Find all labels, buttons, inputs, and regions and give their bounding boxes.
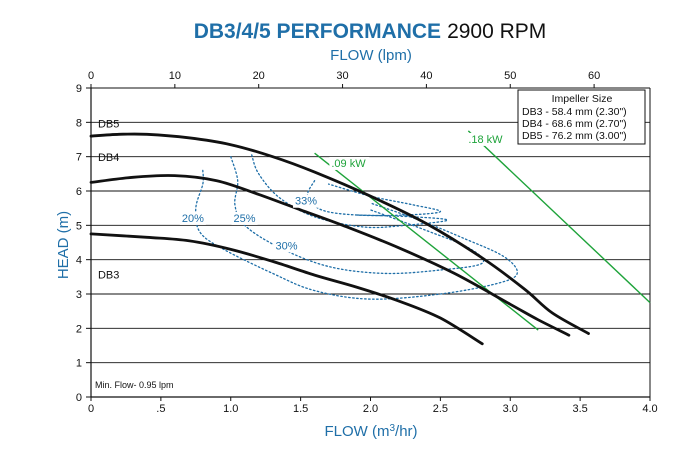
- efficiency-label-bg-20pct: [179, 211, 206, 225]
- tick-label-top-10: 10: [169, 70, 181, 82]
- tick-label-top-60: 60: [588, 70, 600, 82]
- pump-curve-label-db3: DB3: [98, 270, 119, 282]
- bottom-axis-title: FLOW (m3/hr): [324, 423, 417, 440]
- label-layer: 20% 25% 30% 33% .09 kW .18 kW DB5 DB4 DB3: [98, 118, 507, 282]
- tick-label-x-3.5: 3.5: [572, 403, 587, 415]
- legend-entry-db4: DB4 - 68.6 mm (2.70"): [522, 118, 627, 130]
- tick-label-x-3.0: 3.0: [503, 403, 518, 415]
- tick-label-x-4.0: 4.0: [642, 403, 657, 415]
- pump-curve-db3: [89, 232, 484, 346]
- tick-label-y-9: 9: [76, 83, 82, 95]
- power-label-1: .18 kW: [468, 134, 503, 146]
- min-flow-note: Min. Flow- 0.95 lpm: [92, 378, 196, 392]
- tick-label-x-1.5: 1.5: [293, 403, 308, 415]
- efficiency-curve-20pct: [194, 169, 518, 300]
- tick-label-y-6: 6: [76, 186, 82, 198]
- bottom-axis-title-tail: /hr): [395, 423, 418, 440]
- legend-entry-db5: DB5 - 76.2 mm (3.00"): [522, 130, 627, 142]
- legend: Impeller Size DB3 - 58.4 mm (2.30") DB4 …: [517, 89, 646, 145]
- chart-title-speed: 2900 RPM: [447, 20, 546, 43]
- efficiency-curve-30pct: [251, 154, 449, 229]
- legend-frame: [517, 89, 646, 145]
- tick-label-top-50: 50: [504, 70, 516, 82]
- efficiency-label-bg-25pct: [231, 211, 258, 225]
- tick-label-y-2: 2: [76, 323, 82, 335]
- tick-label-top-20: 20: [253, 70, 265, 82]
- tick-label-x-1.0: 1.0: [223, 403, 238, 415]
- efficiency-label-20pct: 20%: [182, 213, 204, 225]
- tick-label-x-2.5: 2.5: [433, 403, 448, 415]
- efficiency-layer: [194, 154, 518, 300]
- power-label-0: .09 kW: [331, 158, 366, 170]
- power-label-bg-1: [466, 132, 507, 146]
- tick-label-x-2.0: 2.0: [363, 403, 378, 415]
- pump-curve-db4: [89, 174, 571, 337]
- efficiency-label-33pct: 33%: [295, 196, 317, 208]
- tick-label-y-4: 4: [76, 255, 82, 267]
- min-flow-text: Min. Flow- 0.95 lpm: [95, 380, 174, 390]
- pump-curve-label-db5: DB5: [98, 118, 119, 130]
- tick-label-top-30: 30: [336, 70, 348, 82]
- tick-label-y-7: 7: [76, 152, 82, 164]
- y-axis-title: HEAD (m): [55, 211, 72, 279]
- tick-label-y-3: 3: [76, 289, 82, 301]
- tick-label-y-1: 1: [76, 358, 82, 370]
- efficiency-label-30pct: 30%: [275, 240, 297, 252]
- tick-label-y-0: 0: [76, 392, 82, 404]
- legend-entry-db3: DB3 - 58.4 mm (2.30"): [522, 106, 627, 118]
- grid-layer: [90, 87, 651, 398]
- efficiency-label-bg-30pct: [273, 239, 300, 253]
- efficiency-label-bg-33pct: [293, 194, 320, 208]
- chart-title: DB3/4/5 PERFORMANCE 2900 RPM: [194, 20, 547, 43]
- tick-label-top-0: 0: [88, 70, 94, 82]
- tick-label-top-40: 40: [420, 70, 432, 82]
- power-line-0: [314, 152, 539, 331]
- efficiency-label-25pct: 25%: [234, 213, 256, 225]
- tick-label-y-8: 8: [76, 117, 82, 129]
- min-flow-bg: [92, 378, 196, 392]
- tick-label-x-.5: .5: [156, 403, 165, 415]
- tick-label-y-5: 5: [76, 220, 82, 232]
- legend-title: Impeller Size: [552, 93, 613, 105]
- pump-curve-db5: [89, 132, 590, 335]
- chart-title-main: DB3/4/5 PERFORMANCE: [194, 20, 441, 43]
- bottom-axis-title-sup: 3: [389, 423, 395, 434]
- top-axis-title: FLOW (lpm): [330, 47, 412, 64]
- power-line-1: [467, 130, 651, 304]
- power-label-bg-0: [329, 156, 370, 170]
- pump-curve-label-db4: DB4: [98, 152, 119, 164]
- pump-curve-layer: [89, 132, 590, 346]
- tick-label-x-0: 0: [88, 403, 94, 415]
- bottom-axis-title-main: FLOW (m: [324, 423, 389, 440]
